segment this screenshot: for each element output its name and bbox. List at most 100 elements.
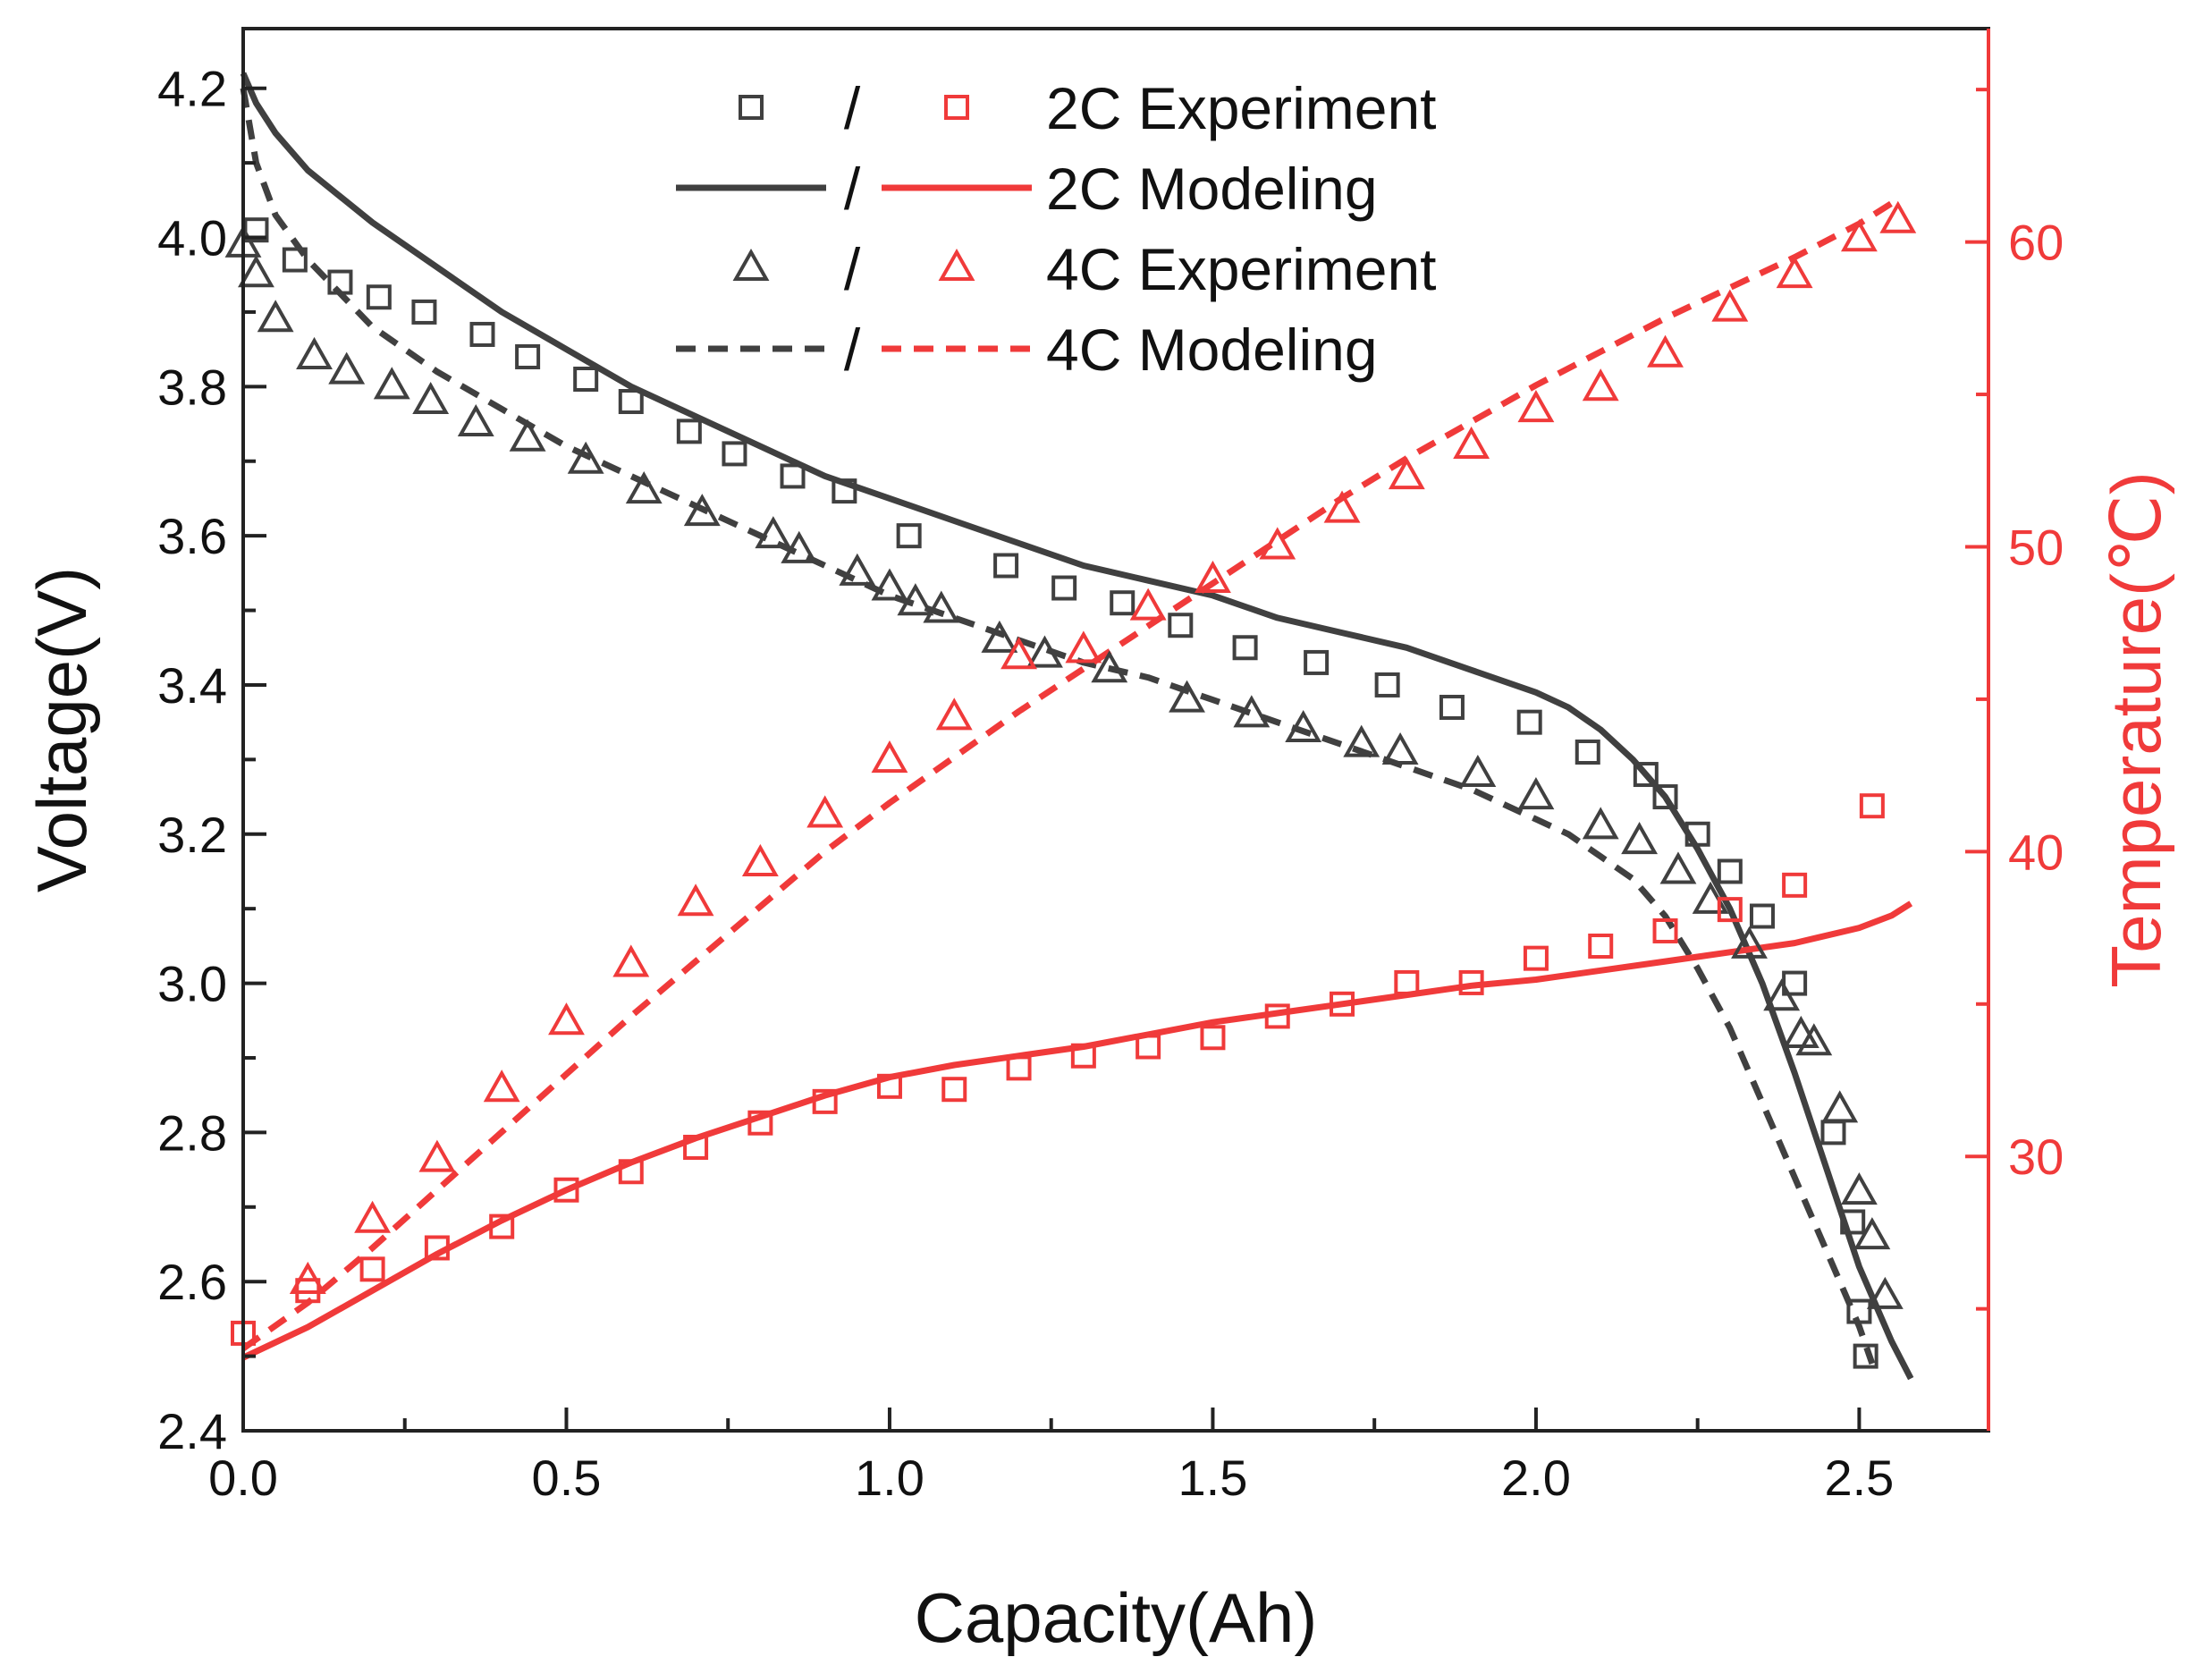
data-point [812,1088,838,1114]
y-left-tick-label: 2.4 [157,1403,227,1459]
data-point [1517,777,1555,810]
data-point [1285,709,1322,742]
series-v2c_exp [243,217,1879,1369]
legend-separator: / [844,156,861,222]
data-point [677,884,714,917]
data-point [1647,334,1684,368]
x-axis-title: Capacity(Ah) [915,1578,1318,1657]
data-point [1516,709,1542,735]
legend-label: 4C Modeling [1046,317,1378,383]
data-point [1717,858,1743,884]
legend-item: / 4C Experiment [732,236,1437,302]
data-point [981,620,1018,653]
data-point [483,1070,520,1103]
data-point [1659,851,1697,884]
data-point [1264,1003,1290,1029]
series-t2c_model [241,900,1913,1361]
data-point [1388,457,1425,490]
data-point [1232,635,1258,661]
data-point [1523,945,1549,971]
data-point [1304,649,1330,675]
legend-separator: / [844,75,861,141]
legend-label: 2C Modeling [1046,156,1378,222]
data-point [839,553,876,586]
data-point [896,523,922,549]
data-point [1459,754,1497,788]
data-point [1588,934,1614,960]
data-point [1070,1043,1096,1069]
data-point [1006,1055,1032,1081]
data-point [1026,635,1063,668]
data-point [469,321,495,347]
series-line [241,900,1913,1361]
data-point [573,367,599,392]
y-left-tick-label: 3.2 [157,807,227,863]
series-t4c_exp [289,200,1917,1294]
data-point [359,1256,385,1282]
legend-item: / 4C Modeling [676,317,1378,383]
legend-separator: / [844,236,861,302]
data-point [548,1002,585,1036]
y-left-tick-label: 4.0 [157,210,227,266]
data-point [1633,762,1659,788]
data-point [1091,650,1128,683]
data-point [1853,1217,1891,1250]
legend-separator: / [844,317,861,383]
data-point [781,530,818,563]
data-point [1458,969,1484,995]
data-point [1169,680,1205,713]
data-point [327,269,353,295]
data-point [1195,560,1231,593]
data-point [1879,200,1917,233]
y-right-tick-label: 50 [2008,519,2064,575]
data-point [424,1235,450,1261]
data-point [238,255,274,288]
data-point [806,795,844,828]
data-point [509,418,546,452]
data-point [1840,1172,1878,1205]
series-t4c_model [241,196,1900,1351]
data-point [1684,821,1710,847]
y-right-tick-label: 40 [2008,824,2064,880]
data-point [1717,897,1743,923]
data-point [741,843,779,876]
data-point [1763,978,1801,1011]
data-point [282,247,308,273]
legend: / 2C Experiment / 2C Modeling / 4C Experiment… [676,75,1437,383]
data-point [373,367,410,400]
series-line [240,72,1914,1381]
y-left-tick-label: 3.4 [157,657,227,714]
y-axis-left-title: Voltage(V) [22,567,101,892]
y-left-tick-label: 2.6 [157,1254,227,1310]
series-line [240,88,1876,1365]
data-point [1575,740,1600,765]
data-point [1782,872,1808,898]
data-point [1582,807,1619,840]
data-point [1652,784,1678,810]
legend-item: / 2C Experiment [739,75,1437,141]
data-point [289,1261,326,1294]
data-point [411,299,437,325]
data-point [1840,1209,1866,1235]
data-point [871,740,908,774]
series-v2c_model [240,72,1914,1381]
data-point [747,1110,773,1136]
y-left-tick-label: 3.6 [157,508,227,564]
data-point [1453,426,1490,459]
data-point [780,463,806,489]
data-point [1000,637,1037,670]
data-point [257,300,294,333]
data-point [1866,1276,1904,1309]
data-point [489,1213,515,1239]
data-point [1517,390,1555,423]
data-point [412,381,450,415]
data-point [1343,724,1380,757]
data-point [296,336,333,369]
data-point [871,568,908,601]
data-point [935,698,973,731]
legend-label: 4C Experiment [1046,236,1437,302]
data-point [618,389,644,415]
y-left-tick-label: 2.8 [157,1104,227,1161]
data-point [1853,1343,1879,1369]
